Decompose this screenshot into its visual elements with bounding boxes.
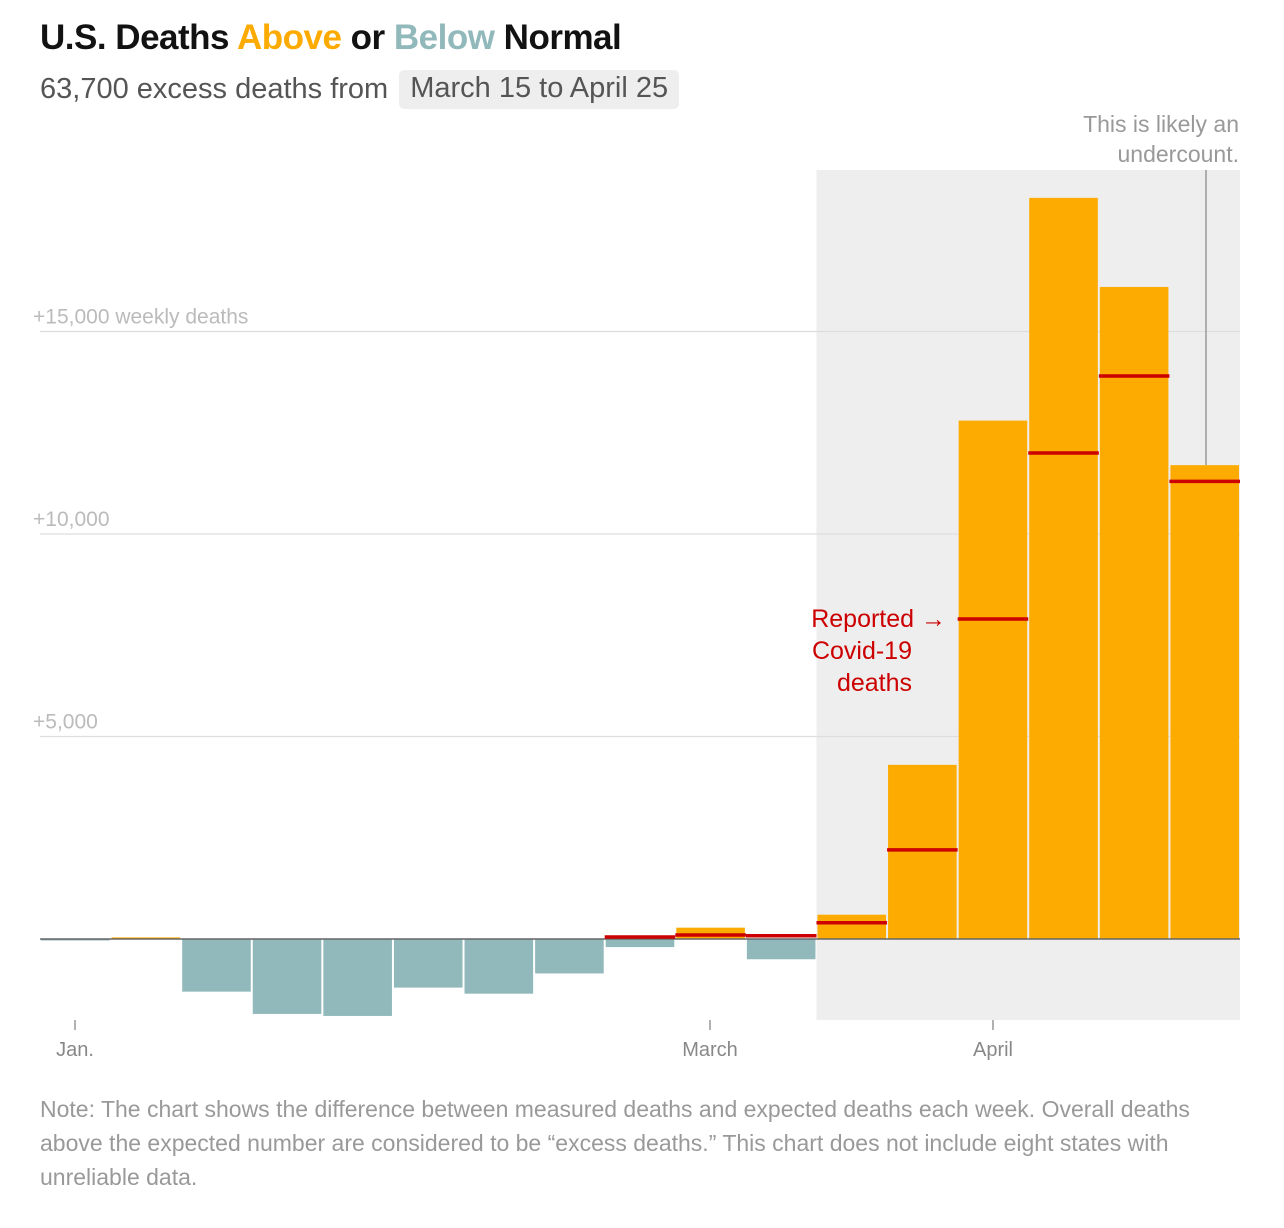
bar	[252, 939, 322, 1014]
bar	[1029, 197, 1098, 940]
subtitle-text: 63,700 excess deaths from	[40, 73, 389, 105]
bar	[182, 939, 251, 992]
title-below-word: Below	[393, 18, 495, 57]
bar	[464, 939, 534, 994]
x-tick-label: March	[682, 1039, 738, 1061]
bar	[958, 420, 1028, 940]
y-tick-label: +10,000	[33, 508, 110, 531]
bar	[1170, 465, 1239, 939]
title-suffix: Normal	[494, 18, 622, 57]
excess-deaths-chart: +15,000 weekly deaths +10,000 +5,000 Jan. Ma…	[33, 111, 1240, 1061]
title-middle: or	[341, 18, 394, 57]
undercount-annotation: undercount.	[1118, 141, 1239, 167]
reported-deaths-annotation: deaths	[837, 669, 912, 697]
bar	[605, 939, 675, 948]
y-tick-label: +15,000 weekly deaths	[33, 306, 248, 329]
x-tick-label: Jan.	[56, 1039, 94, 1061]
chart-title: U.S. Deaths Above or Below Normal	[40, 18, 622, 58]
bar	[111, 937, 181, 939]
title-prefix: U.S. Deaths	[40, 18, 237, 57]
bar	[817, 914, 887, 939]
bar	[1099, 286, 1169, 939]
bar	[393, 939, 463, 988]
title-above-word: Above	[236, 18, 342, 57]
bar	[888, 764, 957, 939]
highlight-period	[816, 170, 1240, 1020]
x-tick-label: April	[973, 1039, 1013, 1061]
reported-deaths-annotation: Reported →	[811, 605, 946, 633]
undercount-annotation: This is likely an	[1083, 111, 1239, 137]
bar	[535, 939, 604, 974]
chart-note: Note: The chart shows the difference bet…	[40, 1096, 1190, 1190]
bar	[323, 939, 392, 1016]
chart-subtitle: 63,700 excess deaths from March 15 to Ap…	[40, 70, 680, 109]
bar	[746, 939, 816, 960]
reported-deaths-annotation: Covid-19	[812, 637, 912, 665]
y-tick-label: +5,000	[33, 711, 98, 734]
date-range-badge: March 15 to April 25	[399, 70, 680, 109]
